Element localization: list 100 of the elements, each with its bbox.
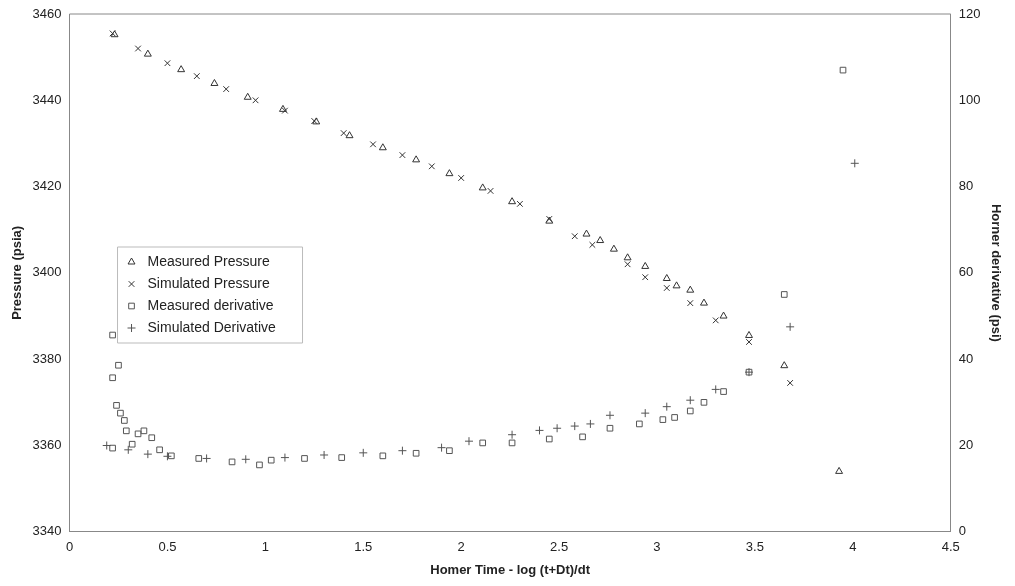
point <box>571 232 579 240</box>
point <box>195 455 203 462</box>
point <box>140 427 148 435</box>
legend-label: Simulated Pressure <box>147 274 270 291</box>
point <box>281 107 289 114</box>
point <box>609 244 618 252</box>
point <box>109 444 116 452</box>
point <box>148 434 156 442</box>
x-tick-label: 4 <box>849 539 857 555</box>
point <box>659 416 667 423</box>
point <box>412 155 421 163</box>
point <box>641 273 649 281</box>
point <box>786 379 794 387</box>
point <box>624 260 631 268</box>
point <box>340 129 347 137</box>
point <box>113 402 120 409</box>
point <box>641 261 650 269</box>
point <box>115 361 122 369</box>
point <box>712 317 720 324</box>
point <box>122 427 130 435</box>
point <box>128 440 136 448</box>
point <box>552 423 562 433</box>
point <box>156 446 163 454</box>
point <box>605 410 615 420</box>
point <box>636 420 643 428</box>
x-tick-label: 2.5 <box>550 539 569 555</box>
legend-label: Simulated Derivative <box>147 318 277 335</box>
point <box>399 151 406 159</box>
point <box>720 388 727 395</box>
point <box>640 408 650 418</box>
point <box>279 104 287 112</box>
point <box>345 131 354 139</box>
point <box>193 72 201 80</box>
point <box>202 453 212 463</box>
point <box>338 454 346 461</box>
point <box>164 59 171 67</box>
y-tick-label: 3420 <box>32 178 62 194</box>
point <box>780 361 789 369</box>
y-tick-label: 3400 <box>32 264 62 280</box>
point <box>134 430 142 438</box>
legend-label: Measured derivative <box>147 296 274 313</box>
point <box>589 241 596 249</box>
y2-tick-label: 80 <box>958 178 974 194</box>
point <box>319 450 329 460</box>
point <box>686 285 695 293</box>
point <box>596 236 605 244</box>
y2-tick-label: 100 <box>958 91 981 107</box>
point <box>369 140 377 148</box>
point <box>508 197 517 205</box>
point <box>210 78 219 86</box>
point <box>464 436 474 446</box>
y2-tick-label: 60 <box>958 264 974 280</box>
point <box>719 311 728 319</box>
point <box>700 298 708 306</box>
x-tick-label: 2 <box>457 539 465 555</box>
point <box>671 414 678 421</box>
point <box>534 425 544 435</box>
point <box>686 407 694 415</box>
point <box>570 421 580 431</box>
point <box>222 85 230 93</box>
x-tick-label: 3 <box>653 539 661 555</box>
point <box>301 455 308 462</box>
point <box>623 253 632 261</box>
x-tick-label: 0.5 <box>158 539 177 555</box>
point <box>379 452 387 460</box>
point <box>585 419 595 429</box>
point <box>121 417 128 424</box>
legend-label: Measured Pressure <box>147 252 270 269</box>
point <box>745 330 753 338</box>
point <box>228 458 236 466</box>
point <box>478 183 487 191</box>
point <box>378 143 387 151</box>
x-axis-title: Homer Time - log (t+Dt)/dt <box>430 561 591 577</box>
y-tick-label: 3360 <box>32 437 62 453</box>
point <box>428 162 436 170</box>
point <box>711 384 721 394</box>
y-tick-label: 3340 <box>32 523 62 539</box>
point <box>579 433 586 441</box>
point <box>508 439 516 447</box>
point <box>835 466 844 474</box>
point <box>252 96 259 104</box>
y2-tick-label: 120 <box>958 5 981 21</box>
point <box>168 452 175 460</box>
point <box>745 338 753 346</box>
point <box>685 395 695 405</box>
point <box>267 456 275 464</box>
point <box>663 284 671 292</box>
point <box>143 449 153 459</box>
point <box>662 402 672 412</box>
y2-tick-label: 40 <box>958 350 974 366</box>
point <box>672 281 681 289</box>
x-tick-label: 1 <box>261 539 269 555</box>
x-tick-label: 3.5 <box>745 539 764 555</box>
x-tick-label: 0 <box>65 539 74 555</box>
point <box>412 449 420 457</box>
y2-axis-title: Horner derivative (psi) <box>988 203 1004 342</box>
point <box>686 299 694 307</box>
point <box>243 92 252 100</box>
point <box>123 445 133 455</box>
point <box>280 453 290 463</box>
